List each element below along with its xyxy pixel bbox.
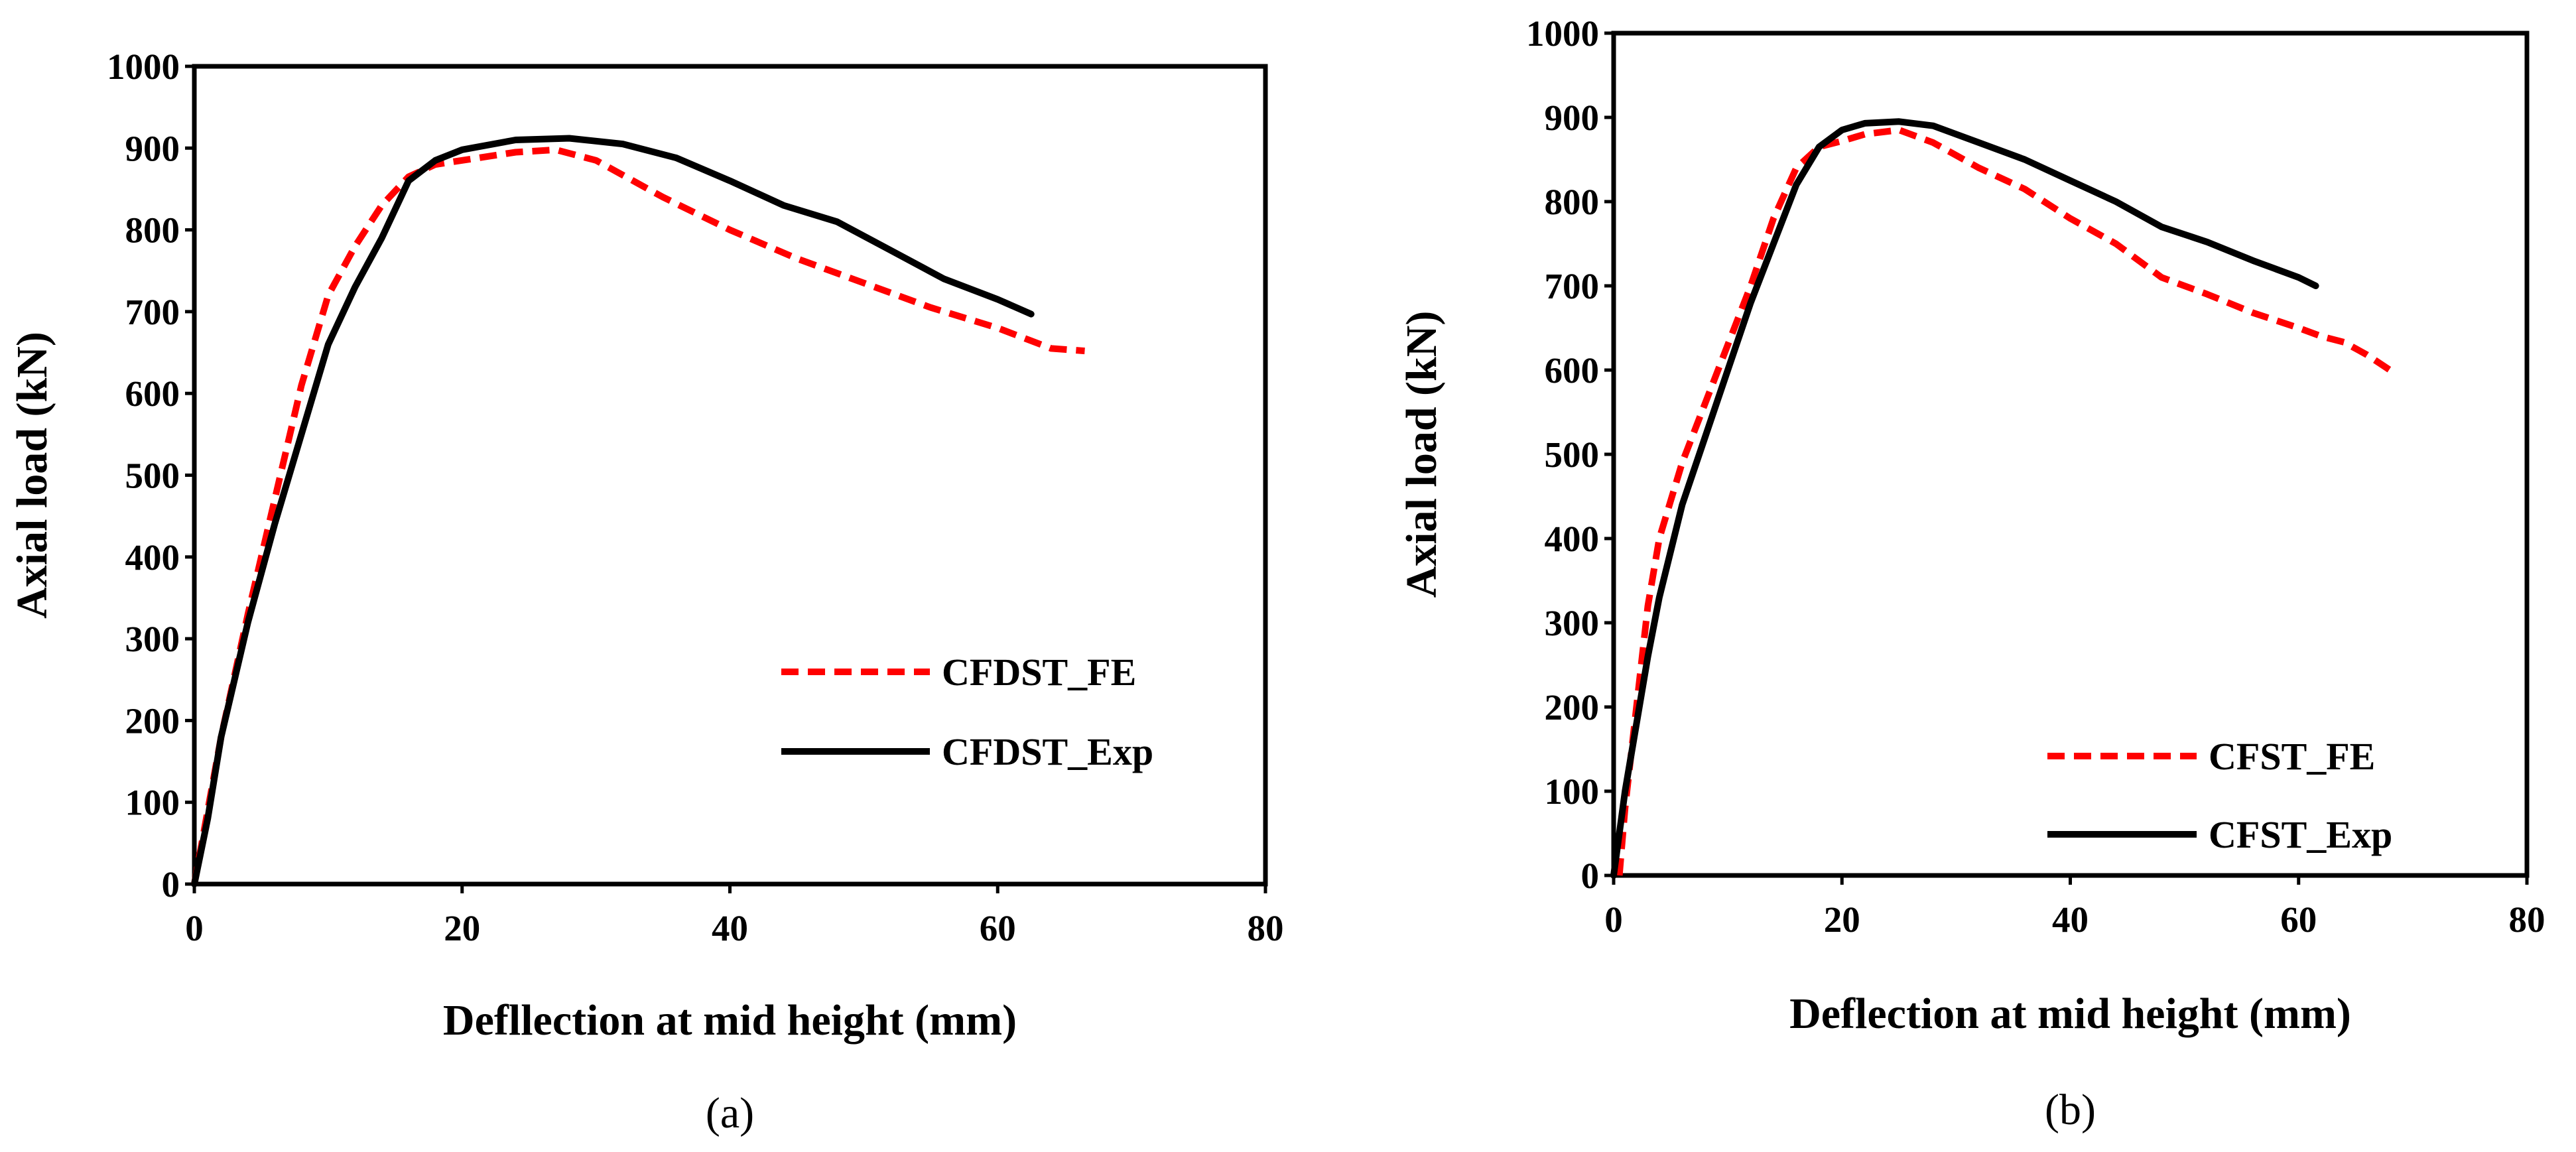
y-tick-label: 900: [125, 128, 180, 168]
legend-entry-label: CFDST_FE: [942, 651, 1136, 694]
legend: CFDST_FE CFDST_Exp: [781, 651, 1153, 773]
x-tick-label: 40: [712, 908, 748, 948]
x-tick-label: 0: [1604, 899, 1623, 940]
y-tick-label: 400: [125, 537, 180, 578]
y-tick-label: 800: [1545, 182, 1600, 222]
x-tick-label: 80: [1248, 908, 1284, 948]
x-tick-label: 20: [444, 908, 480, 948]
x-axis-title: Deflection at mid height (mm): [1789, 990, 2351, 1038]
y-tick-label: 1000: [1526, 13, 1599, 54]
y-tick-label: 1000: [107, 46, 180, 87]
series-line-cfdst-fe: [191, 146, 1085, 885]
y-tick-label: 100: [125, 783, 180, 823]
y-tick-label: 0: [1581, 856, 1600, 896]
x-tick-label: 60: [980, 908, 1016, 948]
y-tick-label: 800: [125, 210, 180, 251]
series-line-cfdst-exp: [191, 135, 1035, 887]
x-tick-label: 0: [185, 908, 204, 948]
chart-panel-1: 0 100 200 300 400 500 600 700 800 900 1000 0 20 40 60 8…: [8, 46, 1284, 1137]
y-axis-title: Axial load (kN): [8, 332, 56, 619]
x-tick-label: 80: [2509, 899, 2545, 940]
legend-entry-label: CFDST_Exp: [942, 730, 1153, 773]
x-tick-label: 60: [2280, 899, 2317, 940]
y-tick-label: 100: [1545, 771, 1600, 812]
y-tick-label: 300: [125, 619, 180, 659]
y-tick-label: 300: [1545, 603, 1600, 643]
legend-entry-label: CFST_FE: [2209, 735, 2375, 778]
y-tick-label: 700: [125, 292, 180, 332]
panel-label: (a): [706, 1089, 754, 1137]
chart-panel-2: 0 100 200 300 400 500 600 700 800 900 1000 0 20 40 60 8…: [1397, 13, 2545, 1134]
y-tick-label: 400: [1545, 519, 1600, 559]
x-tick-label: 20: [1824, 899, 1860, 940]
y-tick-label: 0: [162, 864, 180, 905]
y-tick-label: 700: [1545, 266, 1600, 306]
series-line-cfst-exp: [1610, 118, 2319, 879]
legend: CFST_FE CFST_Exp: [2047, 735, 2392, 856]
series-line-cfst-fe: [1616, 127, 2392, 876]
x-tick-label: 40: [2052, 899, 2089, 940]
y-tick-label: 600: [125, 373, 180, 414]
y-tick-label: 500: [1545, 434, 1600, 475]
plot-area-frame: [1611, 31, 2530, 878]
y-tick-label: 900: [1545, 97, 1600, 138]
y-tick-label: 600: [1545, 350, 1600, 391]
legend-entry-label: CFST_Exp: [2209, 813, 2392, 856]
y-axis-title: Axial load (kN): [1397, 311, 1446, 598]
y-tick-label: 500: [125, 456, 180, 496]
panel-label: (b): [2045, 1086, 2096, 1134]
y-tick-label: 200: [125, 700, 180, 741]
y-tick-label: 200: [1545, 687, 1600, 728]
x-axis-title: Defllection at mid height (mm): [443, 996, 1017, 1045]
